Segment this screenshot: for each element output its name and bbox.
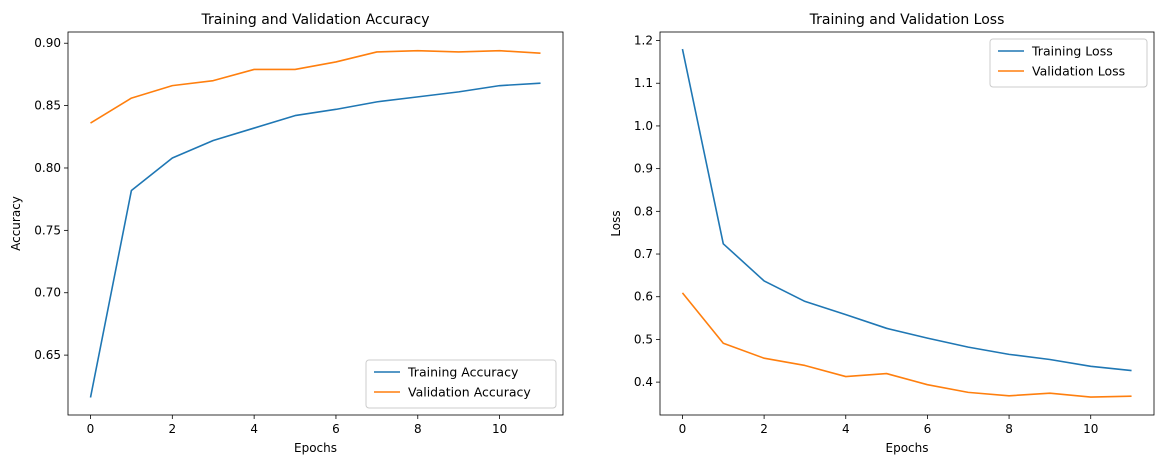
series-line-validation xyxy=(681,292,1132,398)
y-tick-label: 0.65 xyxy=(34,348,61,362)
y-tick-label: 0.90 xyxy=(34,36,61,50)
x-tick-label: 4 xyxy=(250,422,258,436)
x-tick-label: 8 xyxy=(414,422,422,436)
legend-box xyxy=(989,38,1148,88)
y-tick-label: 0.8 xyxy=(634,204,653,218)
x-axis-label: Epochs xyxy=(886,441,929,455)
x-axis-label: Epochs xyxy=(294,441,337,455)
y-tick-label: 0.4 xyxy=(634,375,653,389)
legend-entry: Training Accuracy xyxy=(407,365,519,380)
legend-entry: Validation Accuracy xyxy=(408,385,531,400)
x-tick-label: 6 xyxy=(924,422,932,436)
chart-title: Training and Validation Accuracy xyxy=(201,12,430,28)
y-tick-label: 0.80 xyxy=(34,161,61,175)
x-tick-label: 0 xyxy=(87,422,95,436)
series-line-training xyxy=(681,48,1132,372)
y-tick-label: 0.7 xyxy=(634,247,653,261)
x-tick-label: 4 xyxy=(842,422,850,436)
legend-box xyxy=(365,359,557,409)
y-tick-label: 0.5 xyxy=(634,332,653,346)
x-tick-label: 2 xyxy=(760,422,768,436)
x-tick-label: 0 xyxy=(679,422,687,436)
x-tick-label: 6 xyxy=(332,422,340,436)
x-tick-label: 8 xyxy=(1005,422,1013,436)
legend: Training Accuracy Validation Accuracy xyxy=(365,359,557,409)
axes-frame xyxy=(659,31,1155,416)
y-axis-label: Accuracy xyxy=(9,196,23,251)
chart-loss: Training and Validation Loss 0 2 4 6 8 10 0.4 0.… xyxy=(609,12,1155,455)
y-tick-label: 0.75 xyxy=(34,223,61,237)
y-tick-label: 1.1 xyxy=(634,76,653,90)
y-tick-label: 0.6 xyxy=(634,290,653,304)
legend-entry: Training Loss xyxy=(1031,44,1113,59)
chart-title: Training and Validation Loss xyxy=(809,12,1005,28)
y-tick-label: 0.9 xyxy=(634,162,653,176)
y-tick-label: 0.85 xyxy=(34,99,61,113)
x-tick-label: 10 xyxy=(1083,422,1098,436)
legend-entry: Validation Loss xyxy=(1032,64,1125,79)
axes-frame xyxy=(67,31,564,416)
legend: Training Loss Validation Loss xyxy=(989,38,1148,88)
y-tick-label: 0.70 xyxy=(34,286,61,300)
series-line-training xyxy=(89,82,541,398)
chart-accuracy: Training and Validation Accuracy 0 2 4 6 8 10 0… xyxy=(9,12,564,455)
y-axis-label: Loss xyxy=(609,210,623,236)
x-tick-label: 2 xyxy=(168,422,176,436)
y-tick-label: 1.0 xyxy=(634,119,653,133)
series-line-validation xyxy=(90,49,541,124)
x-tick-label: 10 xyxy=(492,422,507,436)
y-tick-label: 1.2 xyxy=(634,34,653,48)
